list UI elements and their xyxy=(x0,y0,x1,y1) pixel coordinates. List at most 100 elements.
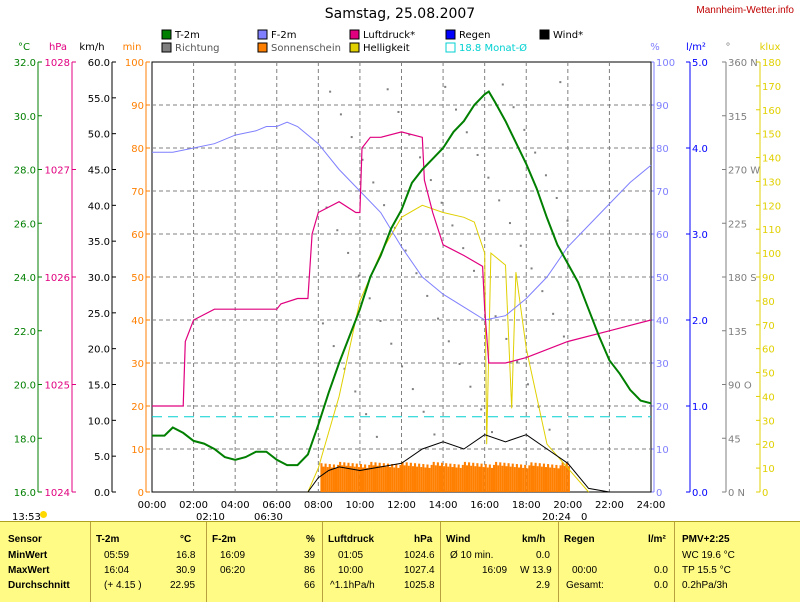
sunshine-bar xyxy=(378,462,381,492)
sunshine-bar xyxy=(405,462,408,492)
sun-axis-tick-label: 0 xyxy=(138,488,144,499)
sunshine-bar xyxy=(557,468,560,492)
sunshine-bar xyxy=(534,462,537,492)
legend-label: Helligkeit xyxy=(363,43,410,54)
sun-axis-tick-label: 10 xyxy=(131,445,144,456)
direction-dot xyxy=(372,181,375,184)
summary-cell: 0.0 xyxy=(536,550,550,561)
sunshine-bar xyxy=(386,463,390,492)
direction-dot xyxy=(534,151,537,154)
sunshine-bar xyxy=(339,461,342,492)
time-tick-label: 06:00 xyxy=(262,500,291,511)
temp-axis-tick-label: 20.0 xyxy=(14,381,36,392)
wind-axis-tick-label: 25.0 xyxy=(88,309,110,320)
sun-axis-tick-label: 20 xyxy=(131,402,144,413)
legend-label: F-2m xyxy=(271,30,296,41)
summary-header-sensor: Sensor xyxy=(8,534,42,545)
temp-axis-tick-label: 30.0 xyxy=(14,112,36,123)
sun-axis-tick-label: 50 xyxy=(131,273,144,284)
summary-header-pressure: Luftdruck xyxy=(328,534,375,545)
direction-dot xyxy=(508,222,511,225)
sunshine-bar xyxy=(380,466,383,492)
brightness-axis-tick-label: 150 xyxy=(762,130,781,141)
direction-dot xyxy=(429,179,432,182)
sunshine-bar xyxy=(364,464,367,492)
direction-dot xyxy=(501,83,504,86)
sunshine-bar xyxy=(495,461,498,492)
sunshine-bar xyxy=(468,462,471,492)
sunshine-bar xyxy=(343,462,346,492)
direction-dot xyxy=(526,383,529,386)
sunshine-bar xyxy=(337,464,340,492)
sunshine-bar xyxy=(515,464,518,492)
summary-col-pressure xyxy=(322,522,441,602)
sunshine-bar xyxy=(361,467,365,492)
summary-cell: 10:00 xyxy=(338,565,364,576)
sunshine-bar xyxy=(528,465,531,492)
wind-axis-tick-label: 20.0 xyxy=(88,345,110,356)
direction-dot xyxy=(505,337,508,340)
humidity-axis-tick-label: 40 xyxy=(656,316,669,327)
temp-axis-tick-label: 32.0 xyxy=(14,58,36,69)
direction-dot xyxy=(404,249,407,252)
summary-cell: 0.0 xyxy=(654,565,668,576)
pressure-axis-tick-label: 1024 xyxy=(45,488,70,499)
brightness-axis-tick-label: 180 xyxy=(762,58,781,69)
sunshine-bar xyxy=(351,463,354,492)
brightness-axis-tick-label: 70 xyxy=(762,321,775,332)
sunshine-bar xyxy=(470,465,473,492)
legend-swatch xyxy=(539,29,550,40)
summary-row-avg-label: Durchschnitt xyxy=(8,580,70,591)
sunshine-bar xyxy=(540,466,543,492)
wind-axis-tick-label: 40.0 xyxy=(88,201,110,212)
sunshine-bar xyxy=(463,461,466,492)
direction-dot xyxy=(433,433,436,436)
rain-axis-tick-label: 5.0 xyxy=(692,58,708,69)
direction-dot xyxy=(451,224,454,227)
sunshine-bar xyxy=(503,462,506,492)
sunshine-bar xyxy=(384,466,387,492)
sunshine-bar xyxy=(482,467,485,492)
brightness-axis-tick-label: 20 xyxy=(762,440,775,451)
site-link[interactable]: Mannheim-Wetter.info xyxy=(696,5,794,16)
wind-axis-tick-label: 30.0 xyxy=(88,273,110,284)
direction-dot xyxy=(562,335,565,338)
summary-cell: W 13.9 xyxy=(520,565,552,576)
wind-axis-tick-label: 5.0 xyxy=(94,452,110,463)
direction-dot xyxy=(473,269,476,272)
summary-cell: 16.8 xyxy=(176,550,196,561)
brightness-axis-tick-label: 60 xyxy=(762,345,775,356)
summary-header-rain: Regen xyxy=(564,534,595,545)
direction-dot xyxy=(332,345,335,348)
summary-cell: TP 15.5 °C xyxy=(682,565,731,576)
sunshine-bar xyxy=(536,466,539,492)
legend-label: Regen xyxy=(459,30,491,41)
sunshine-bar xyxy=(416,466,419,492)
sunshine-bar xyxy=(511,463,514,492)
temp-axis-tick-label: 24.0 xyxy=(14,273,36,284)
direction-dot xyxy=(354,390,357,393)
direction-dot xyxy=(386,88,389,91)
sunshine-bar xyxy=(393,467,396,492)
direction-dot xyxy=(368,297,371,300)
sunshine-bar xyxy=(359,464,362,492)
sunshine-bar xyxy=(443,466,446,492)
sunshine-bar xyxy=(357,467,360,492)
wind-axis-tick-label: 35.0 xyxy=(88,237,110,248)
rain-axis-tick-label: 2.0 xyxy=(692,316,708,327)
sunshine-bar xyxy=(403,465,406,492)
sunshine-bar xyxy=(492,464,496,492)
direction-dot xyxy=(419,156,422,159)
sunshine-bar xyxy=(461,464,464,492)
direction-dot xyxy=(415,272,418,275)
summary-header-temp-unit: °C xyxy=(180,534,192,545)
direction-dot xyxy=(347,251,350,254)
legend-label: Sonnenschein xyxy=(271,43,341,54)
direction-dot xyxy=(523,128,526,131)
direction-dot xyxy=(519,244,522,247)
sunshine-bar xyxy=(565,462,568,492)
direction-dot xyxy=(401,365,404,368)
sunshine-bar xyxy=(484,464,487,492)
direction-dot xyxy=(383,204,386,207)
sunshine-bar xyxy=(438,465,442,492)
